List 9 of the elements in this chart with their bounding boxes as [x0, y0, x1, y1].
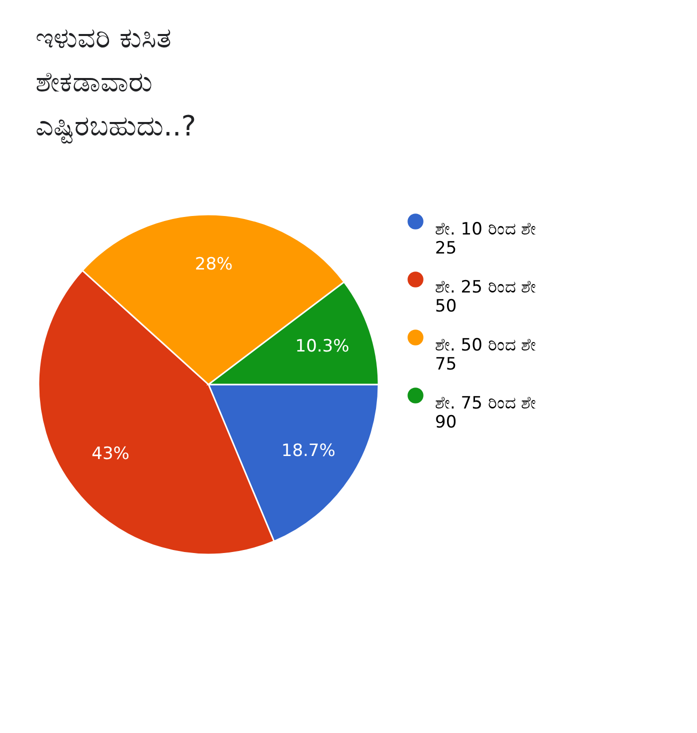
legend-label: ಶೇ. 75 ರಿಂದ ಶೇ 90 [435, 394, 536, 432]
legend-label: ಶೇ. 50 ರಿಂದ ಶೇ 75 [435, 336, 536, 374]
chart-title: ಇಳುವರಿ ಕುಸಿತ ಶೇಕಡಾವಾರು ಎಷ್ಟಿರಬಹುದು..? [36, 22, 196, 144]
data-label: 18.7% [281, 441, 336, 462]
legend-label: ಶೇ. 25 ರಿಂದ ಶೇ 50 [435, 278, 536, 316]
legend-label: ಶೇ. 10 ರಿಂದ ಶೇ 25 [435, 220, 536, 258]
data-label: 10.3% [295, 336, 350, 356]
data-label: 28% [194, 254, 233, 275]
data-label: 43% [92, 444, 130, 464]
